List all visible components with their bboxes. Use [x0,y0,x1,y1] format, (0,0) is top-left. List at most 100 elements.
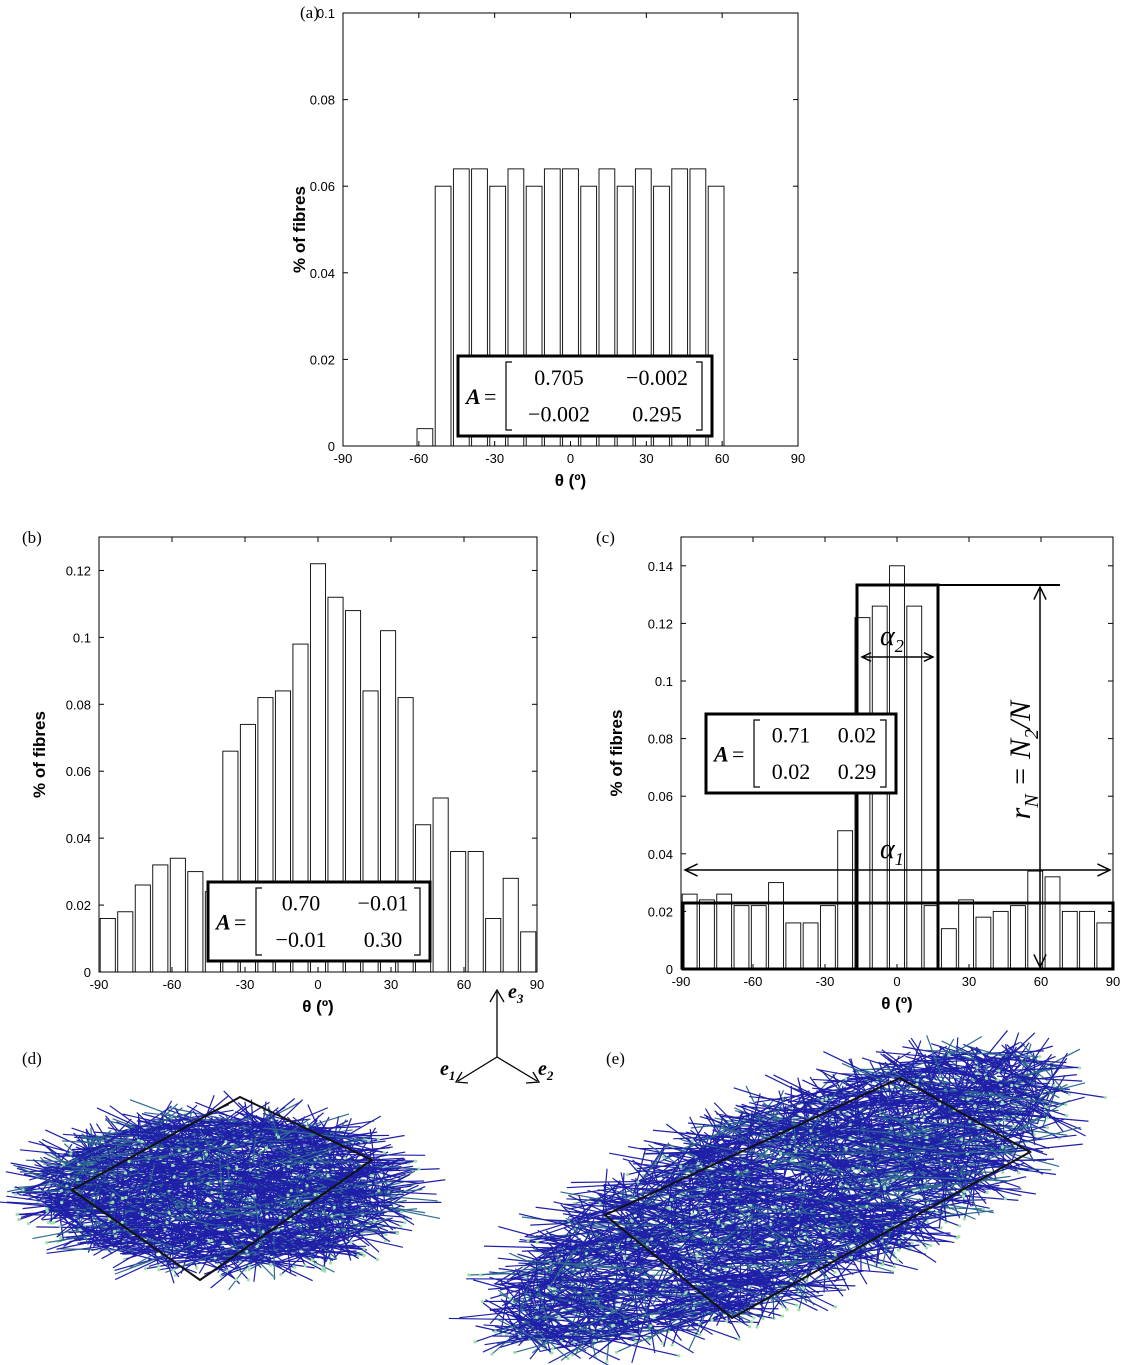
fibre [322,1158,416,1162]
fibre [1004,1110,1037,1140]
fibre [129,1228,182,1241]
fibre [761,1266,774,1305]
fibre-end [766,1243,770,1247]
fibre [128,1143,238,1162]
fibre [172,1180,238,1230]
fibre-end [612,1323,616,1328]
bar [1061,910,1078,970]
fibre-end [962,1217,966,1221]
fibre [749,1118,810,1156]
fibre-end [395,1231,399,1236]
fibre-end [330,1214,334,1218]
fibre [144,1192,244,1201]
fibre [758,1115,768,1166]
matrix-bracket [753,719,760,788]
fibre-end [761,1316,765,1321]
fibre [296,1241,365,1250]
fibre-end [769,1222,773,1226]
x-tick-label: 0 [567,451,574,466]
fibre [587,1222,666,1227]
fibre [731,1187,847,1195]
arrow-head [923,651,935,663]
fibre [1003,1090,1051,1144]
y-axis-label: % of fibres [30,711,49,798]
fibre-end [856,1229,860,1233]
fibre [95,1177,168,1224]
fibre [999,1112,1089,1122]
fibre [26,1191,94,1206]
matrix-symbol: A [464,384,481,409]
fibre [564,1204,593,1237]
fibre-end [313,1192,317,1197]
fibre [699,1161,716,1187]
fibre [957,1143,1083,1158]
fibre [746,1142,810,1150]
subscript: 1 [895,849,904,869]
fibre-end [714,1246,718,1250]
fibre [526,1201,633,1237]
panel-label: (b) [22,528,42,547]
y-tick-label: 0.1 [317,6,335,21]
fibre [212,1183,280,1193]
fibre [996,1090,1054,1124]
fibre-end [165,1221,169,1225]
fibre-end [851,1167,855,1171]
fibre-end [925,1246,929,1250]
fibre [687,1272,760,1287]
fibre [843,1233,872,1260]
fibre [137,1216,233,1242]
fibre [733,1211,760,1243]
fibre [158,1128,175,1159]
fibre [158,1165,173,1217]
y-tick-label: 0.08 [648,732,673,747]
fibre [954,1037,959,1077]
fibre-end [747,1212,751,1216]
fibre [684,1311,764,1316]
fibre [735,1127,792,1181]
fibre [879,1147,987,1163]
matrix-equals: = [484,384,496,409]
fibre [494,1326,572,1344]
fibre [36,1226,109,1229]
x-tick-label: 90 [1106,974,1120,989]
fibre [908,1039,938,1081]
fibre [747,1212,822,1243]
y-tick-label: 0.04 [648,847,673,862]
fibre-end [748,1284,752,1288]
fibre [123,1208,186,1252]
fibre [510,1313,546,1345]
x-tick-label: 60 [1034,974,1048,989]
fibre-end [906,1132,910,1136]
fibre-end [572,1340,576,1344]
fibre [719,1224,755,1245]
fibre [575,1233,595,1264]
fibre [220,1118,235,1142]
fibre-end [14,1192,18,1196]
fibre-end [286,1193,290,1197]
fibre [788,1228,854,1276]
y-tick-label: 0.14 [648,559,673,574]
fibre [833,1051,911,1097]
fibre [1010,1131,1025,1163]
fibre-end [801,1286,806,1290]
fibre-end [136,1139,140,1143]
fibre-end [246,1278,251,1282]
fibre [598,1200,672,1228]
fibre [210,1183,281,1210]
fibre-end [783,1145,787,1149]
fibre-end [382,1151,386,1155]
fibre-end [1003,1197,1007,1201]
fibre [646,1147,707,1192]
fibre-end [1052,1084,1056,1088]
fibre [958,1167,980,1216]
fibre [965,1113,1050,1156]
matrix-equals: = [234,910,246,935]
fibre-end [1067,1092,1071,1096]
fibre-end [833,1270,837,1275]
matrix-bracket [880,719,887,788]
fibre [226,1138,318,1159]
fibre [882,1150,894,1176]
fibre [809,1174,857,1214]
fibre [134,1178,251,1197]
fibre-end [195,1266,199,1270]
